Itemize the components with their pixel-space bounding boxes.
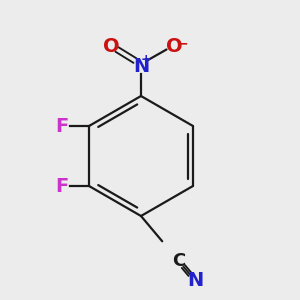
Text: F: F bbox=[56, 116, 69, 136]
Text: N: N bbox=[187, 271, 203, 290]
Text: F: F bbox=[56, 176, 69, 196]
Text: C: C bbox=[172, 252, 185, 270]
Text: O: O bbox=[166, 37, 182, 56]
Text: +: + bbox=[141, 53, 152, 66]
Text: N: N bbox=[133, 56, 149, 76]
Text: O: O bbox=[103, 37, 119, 56]
Text: −: − bbox=[177, 37, 188, 50]
